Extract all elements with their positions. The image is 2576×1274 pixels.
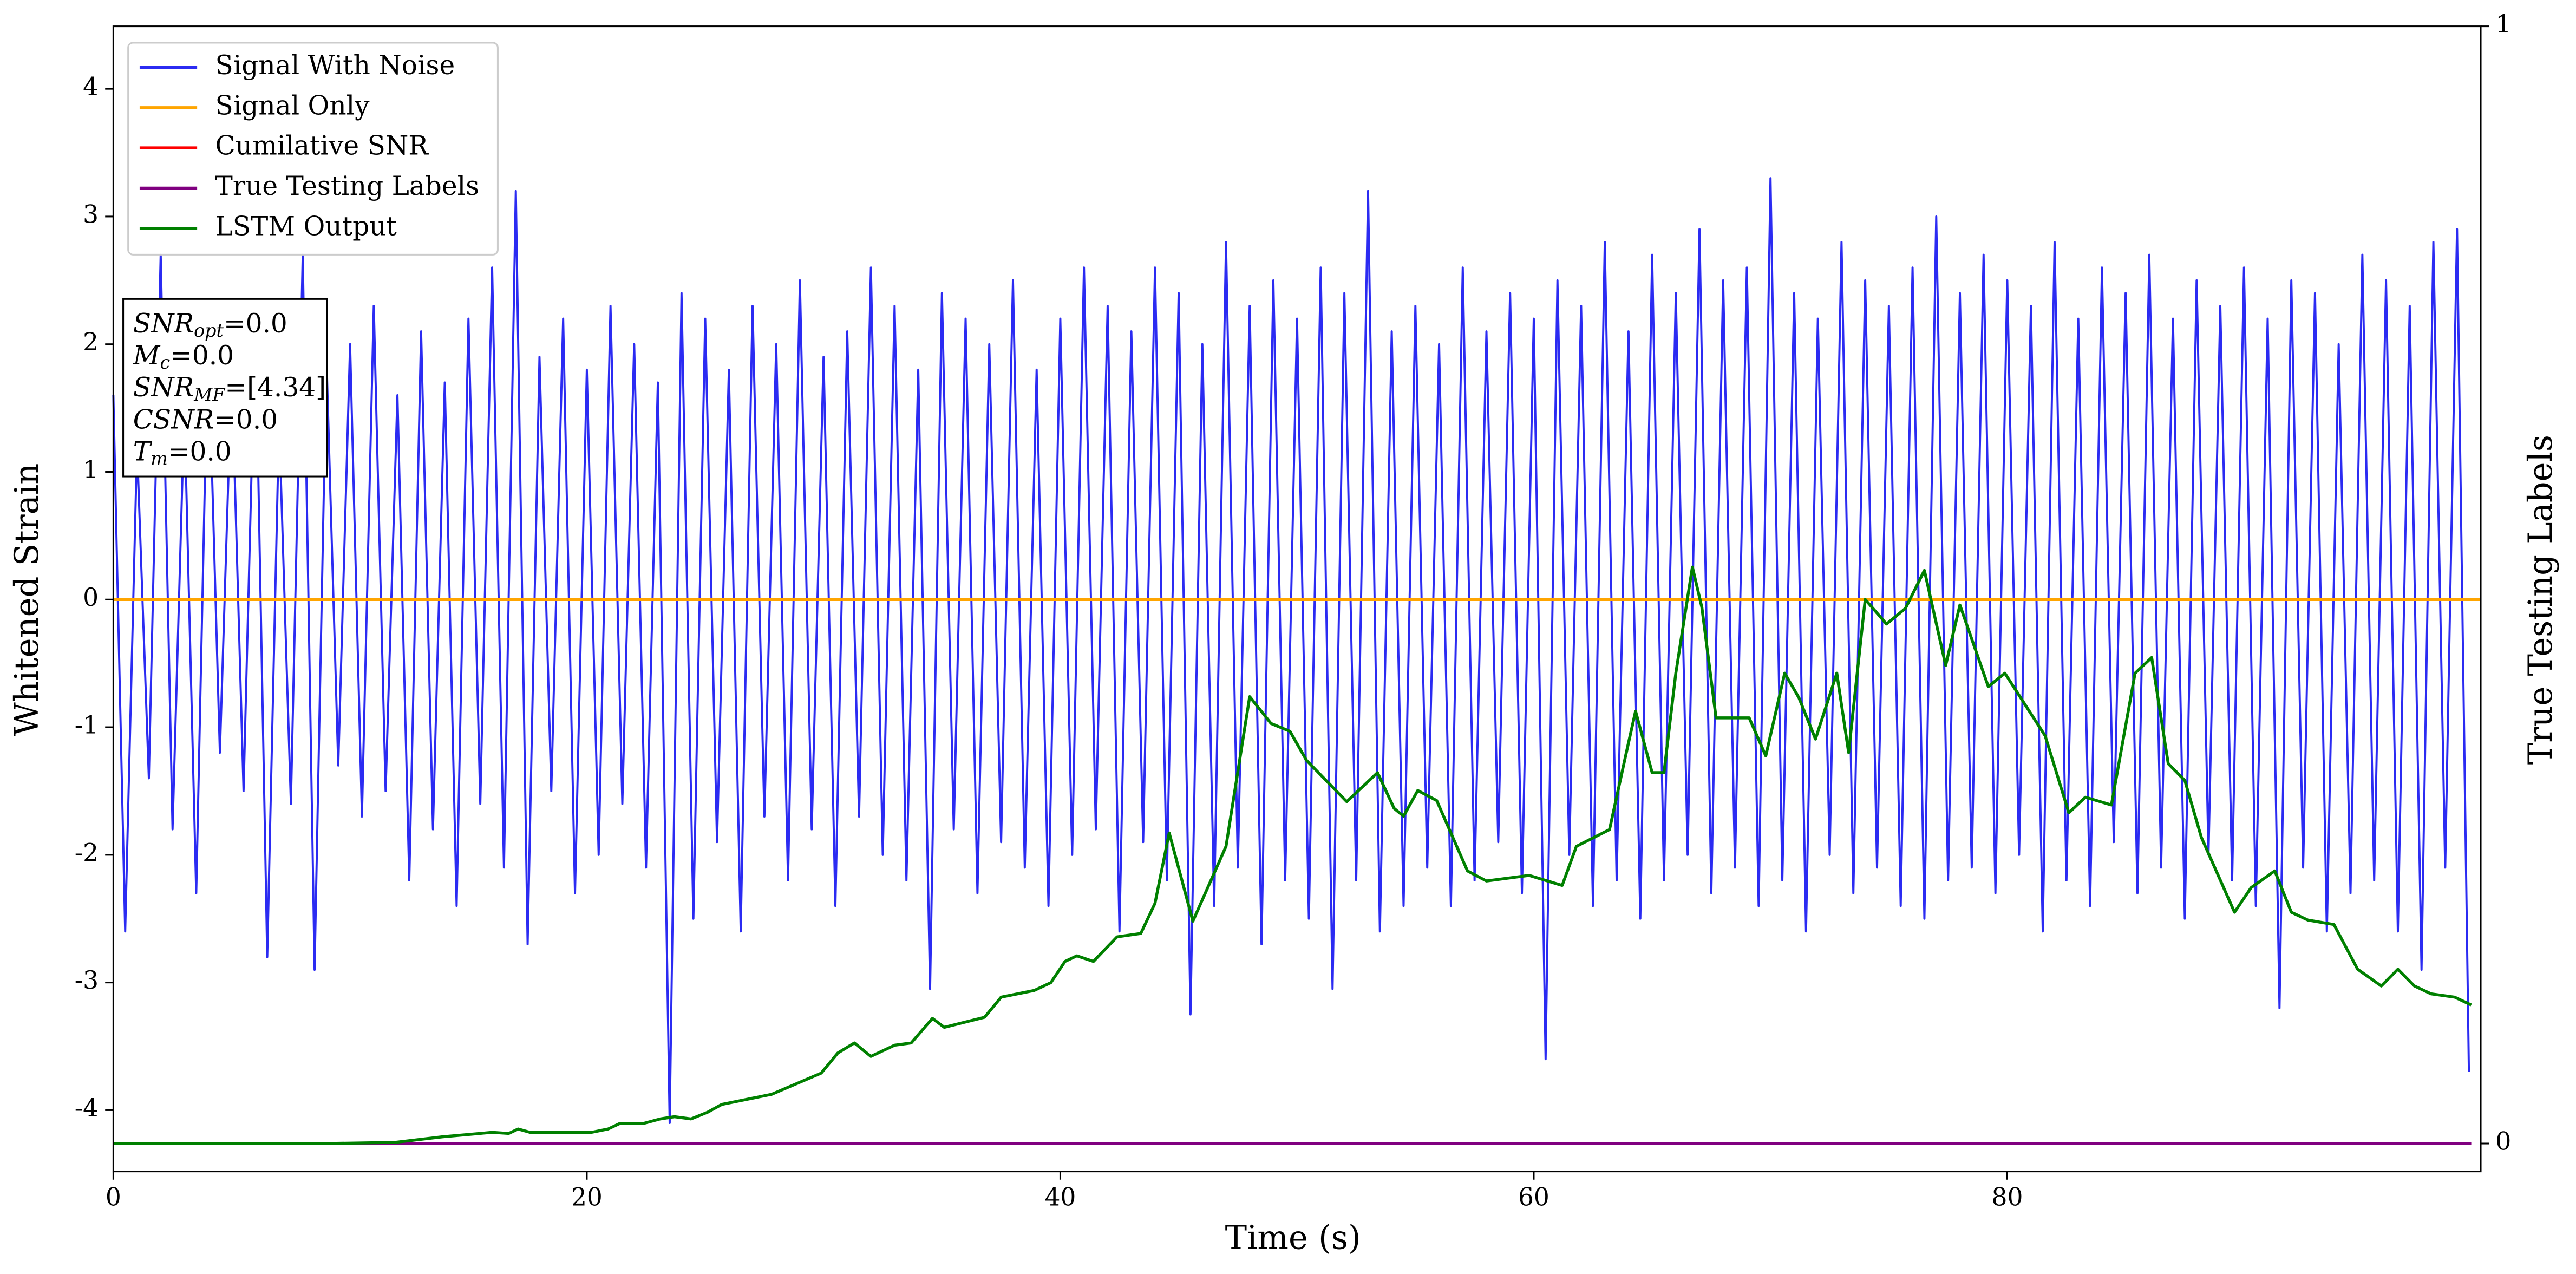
annotation-rest: =0.0 [214,404,278,435]
annotation: SNRopt=0.0Mc=0.0SNRMF=[4.34]CSNR=0.0Tm=0… [133,308,326,469]
annotation-rest: =0.0 [224,308,287,338]
annotation-sub: opt [194,320,224,341]
annotation-main: SNR [133,308,194,338]
y-tick-label: -1 [75,711,99,740]
y-tick-label: -3 [75,966,99,995]
y2-tick-label: 0 [2495,1127,2511,1156]
y2-tick-label: 1 [2495,10,2511,38]
annotation-rest: =0.0 [170,341,234,371]
annotation-line: Tm=0.0 [133,436,232,469]
annotation-line: SNRMF=[4.34] [133,373,326,406]
x-tick-label: 60 [1518,1183,1549,1212]
y-tick-label: 4 [83,73,99,101]
annotation-sub: m [151,448,168,469]
annotation-line: Mc=0.0 [133,341,234,374]
x-tick-label: 20 [571,1183,603,1212]
legend-label: Signal With Noise [215,50,455,81]
legend-label: LSTM Output [215,211,397,241]
y-axis-label: Whitened Strain [8,463,46,736]
legend-label: True Testing Labels [215,171,480,201]
annotation-sub: MF [193,384,226,405]
legend: Signal With Noise Signal Only Cumilative S… [139,50,480,241]
annotation-main: CSNR [133,404,214,435]
annotation-line: CSNR=0.0 [133,404,278,435]
annotation-main: M [133,341,161,371]
y-tick-label: -2 [75,838,99,867]
y2-axis-label: True Testing Labels [2522,435,2560,765]
legend-label: Signal Only [215,90,370,121]
y-tick-label: 2 [83,328,99,356]
annotation-rest: =0.0 [168,436,232,467]
annotation-sub: c [160,352,171,373]
x-axis-label: Time (s) [1225,1219,1361,1257]
x-tick-label: 80 [1992,1183,2023,1212]
y-tick-label: 1 [83,455,99,484]
annotation-box [122,298,328,478]
annotation-line: SNRopt=0.0 [133,308,287,341]
y-tick-label: 3 [83,200,99,228]
annotation-main: SNR [133,373,194,403]
y-tick-label: -4 [75,1094,99,1122]
series-line [113,565,2472,1145]
plot-area [112,177,2481,1145]
annotation-main: T [133,436,153,467]
x-tick-label: 0 [106,1183,121,1212]
annotation-rest: =[4.34] [225,373,326,403]
x-tick-label: 40 [1044,1183,1076,1212]
legend-label: Cumilative SNR [215,131,429,161]
legend-box [127,42,499,256]
y-tick-label: 0 [83,583,99,612]
